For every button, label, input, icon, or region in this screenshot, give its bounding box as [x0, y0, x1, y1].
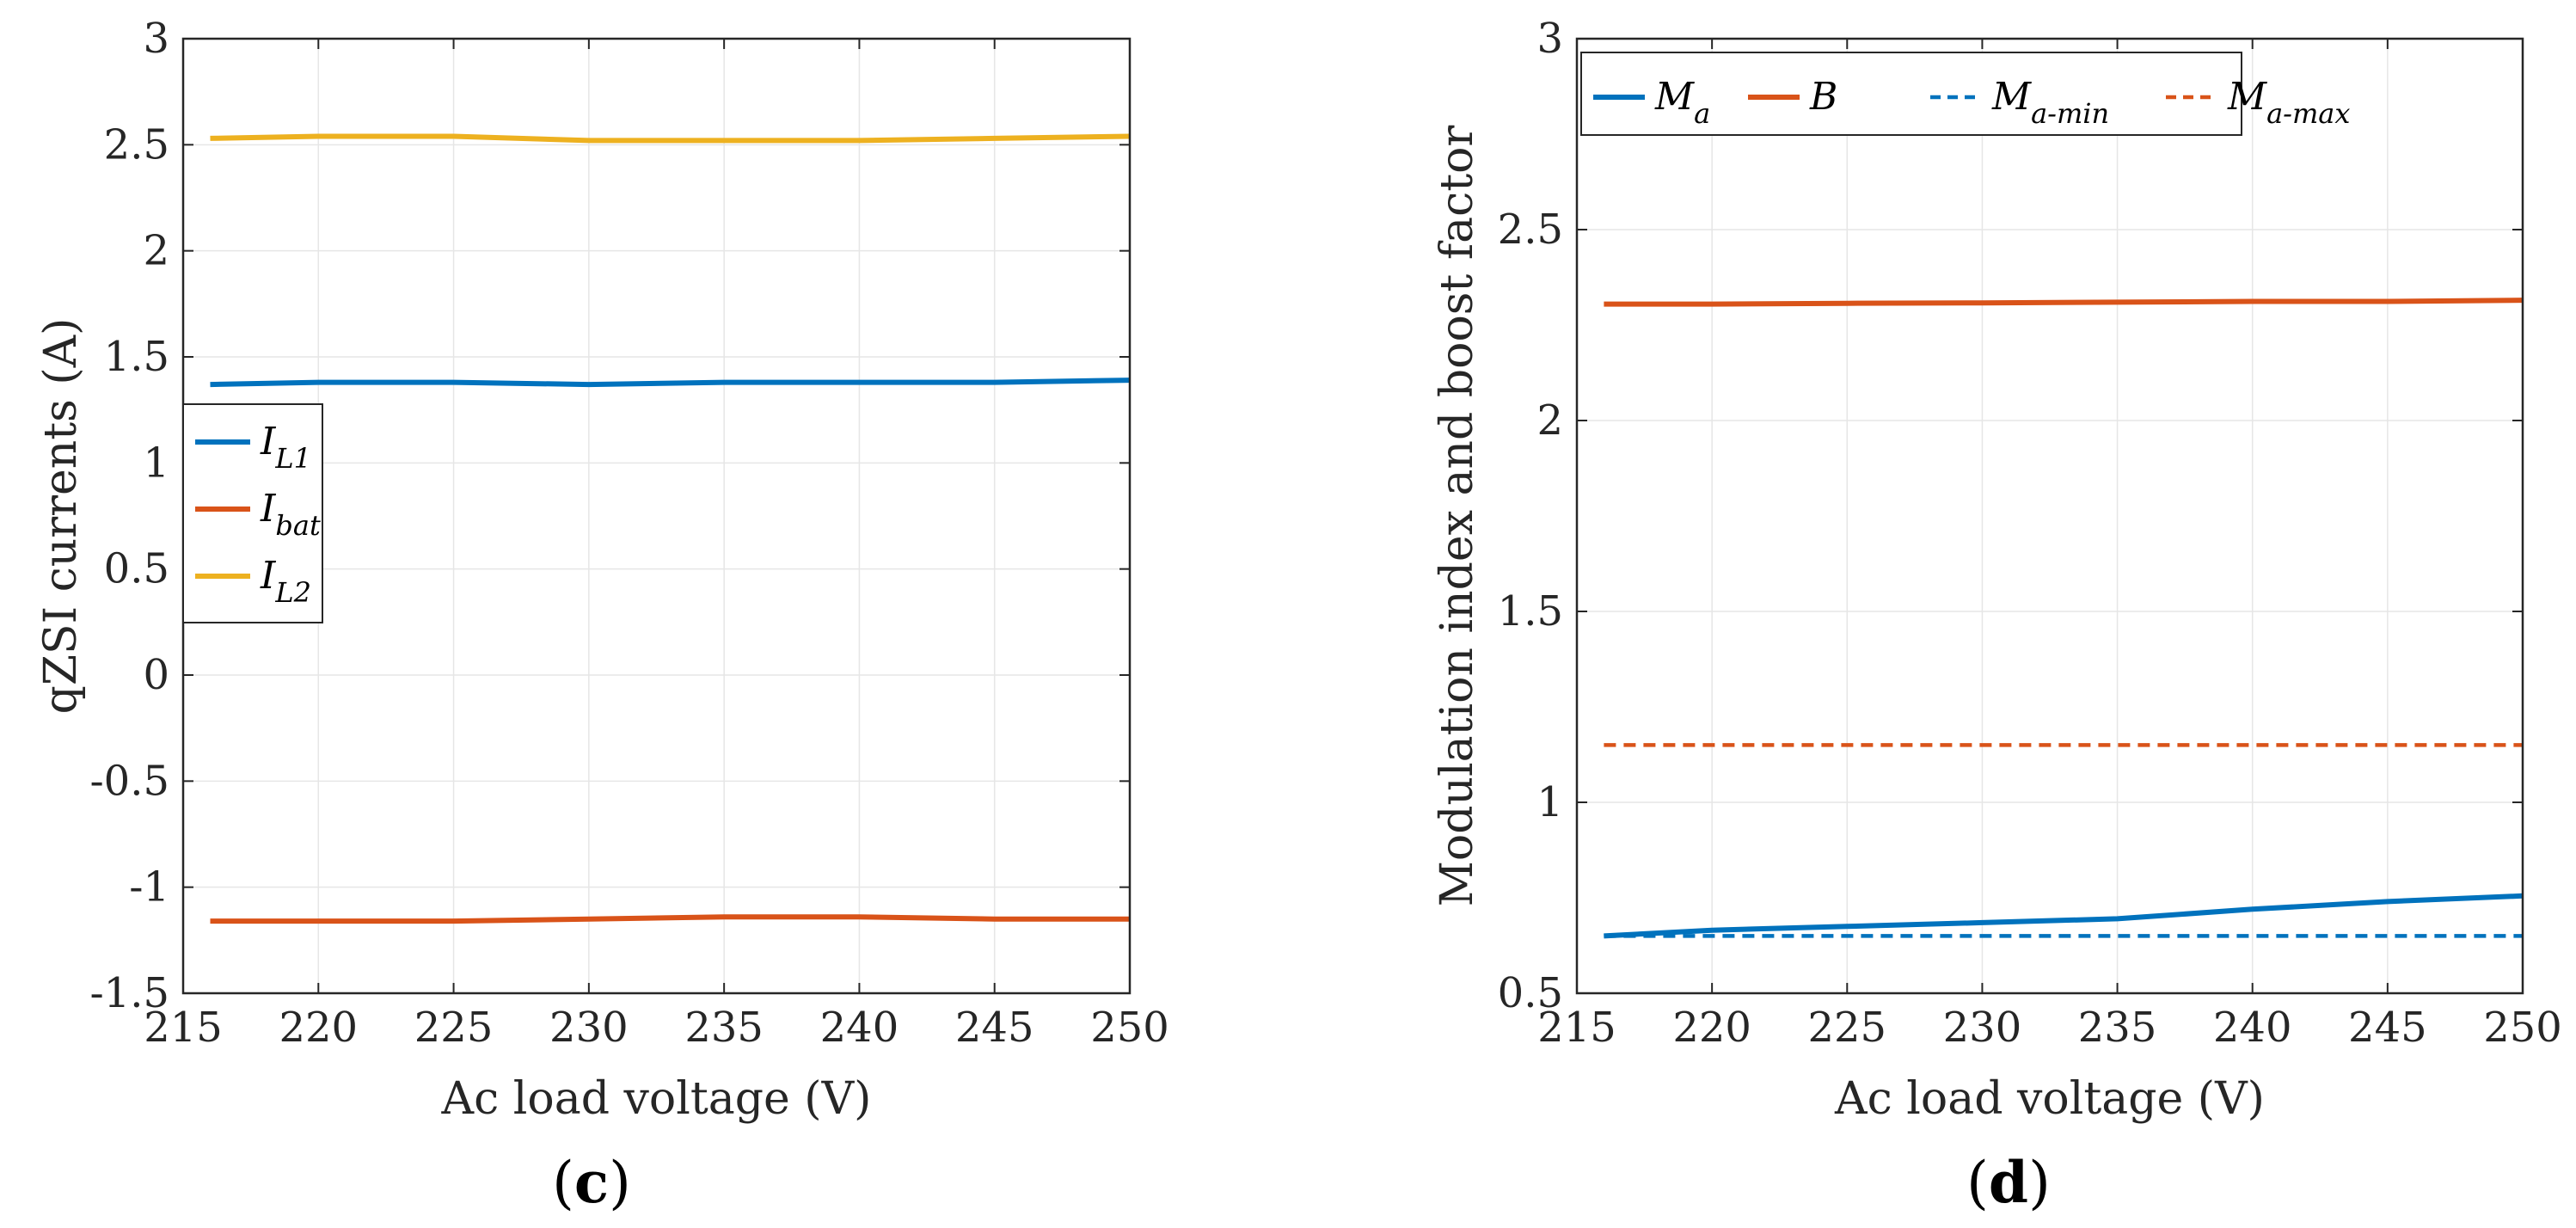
plot-area [1577, 39, 2523, 993]
legend-entry-name: M [2227, 75, 2267, 119]
y-axis-label: qZSI currents (A) [35, 318, 87, 715]
x-tick-label: 215 [144, 1004, 223, 1052]
legend-entry: Ma [1654, 75, 1710, 130]
x-tick-label: 215 [1537, 1004, 1616, 1052]
y-tick-label: -0.5 [89, 757, 169, 805]
x-axis-label: Ac load voltage (V) [441, 1073, 872, 1125]
y-tick-label: 2.5 [104, 120, 169, 169]
legend-entry: B [1809, 75, 1837, 119]
panel-label: (c) [552, 1149, 631, 1216]
y-tick-label: 3 [143, 15, 169, 63]
panel-d-chart: 215 220 225 230 235 240 245 250 0.5 1 1.5 2 2.5 3 Ac l… [1432, 15, 2562, 1216]
y-tick-label: 2.5 [1498, 206, 1563, 254]
y-tick-label: 1.5 [104, 333, 169, 381]
legend-entry-name: I [260, 554, 277, 598]
legend-entry-name: M [1991, 75, 2032, 119]
series-line-i-l1 [210, 378, 1131, 388]
x-tick-label: 240 [2213, 1004, 2292, 1052]
series-line-b [1604, 298, 2524, 307]
x-tick-label: 250 [2483, 1004, 2562, 1052]
y-tick-label: 1 [1536, 778, 1563, 826]
legend-entry-name: M [1654, 75, 1695, 119]
y-axis-label: Modulation index and boost factor [1432, 126, 1483, 907]
y-tick-label: 0.5 [1498, 969, 1563, 1017]
x-tick-label: 245 [955, 1004, 1034, 1052]
legend-entry: Ma-max [2227, 75, 2350, 130]
y-tick-label: 1 [143, 439, 169, 487]
plot-area [183, 39, 1130, 993]
legend-entry-subscript: bat [275, 509, 321, 542]
legend-entry-name: I [260, 420, 277, 464]
x-tick-label: 220 [1672, 1004, 1751, 1052]
legend-entry-name: I [260, 487, 277, 531]
y-tick-label: 2 [1536, 396, 1563, 445]
series-line-m-a [1604, 893, 2524, 939]
legend-entry: IL2 [260, 554, 311, 609]
x-tick-label: 245 [2348, 1004, 2427, 1052]
legend-entry-subscript: L2 [274, 576, 311, 609]
x-tick-label: 225 [1807, 1004, 1886, 1052]
panel-paren-open: ( [1966, 1150, 1989, 1216]
x-tick-label: 230 [549, 1004, 629, 1052]
y-tick-label: -1.5 [89, 969, 169, 1017]
panel-paren-close: ) [2028, 1150, 2051, 1216]
y-tick-label: 3 [1536, 15, 1563, 63]
panel-letter: c [574, 1149, 609, 1216]
legend-entry: Ibat [260, 487, 321, 542]
axes-box [1575, 37, 2524, 995]
panel-paren-close: ) [609, 1150, 631, 1216]
panel-label: (d) [1966, 1149, 2051, 1216]
panel-paren-open: ( [552, 1150, 574, 1216]
legend: Ma B Ma-min Ma-max [1580, 52, 2350, 136]
legend-entry-subscript: a-max [2266, 97, 2350, 130]
legend-entry: Ma-min [1991, 75, 2109, 130]
panel-letter: d [1989, 1149, 2028, 1216]
x-tick-label: 235 [684, 1004, 764, 1052]
y-tick-label: -1 [129, 863, 169, 912]
legend-entry: IL1 [260, 420, 311, 475]
x-tick-label: 225 [414, 1004, 494, 1052]
y-tick-label: 2 [143, 227, 169, 275]
x-tick-label: 250 [1090, 1004, 1169, 1052]
y-tick-label: 0.5 [104, 545, 169, 593]
legend-entry-subscript: a [1694, 97, 1710, 130]
legend-entry-name: B [1809, 75, 1837, 119]
x-tick-label: 220 [279, 1004, 358, 1052]
y-tick-label: 1.5 [1498, 587, 1563, 635]
legend-entry-subscript: L1 [274, 442, 311, 475]
x-tick-label: 240 [820, 1004, 899, 1052]
panel-c-chart: 215 220 225 230 235 240 245 250 -1.5 -1 -0.5 0 0.5 1 1… [35, 15, 1169, 1216]
legend-entry-subscript: a-min [2031, 97, 2109, 130]
series-line-i-bat [210, 914, 1130, 924]
x-tick-label: 235 [2078, 1004, 2157, 1052]
series-line-i-l2 [210, 133, 1131, 144]
legend-box [1580, 52, 2242, 136]
y-tick-label: 0 [143, 651, 169, 699]
x-axis-label: Ac load voltage (V) [1834, 1073, 2265, 1125]
x-tick-label: 230 [1943, 1004, 2022, 1052]
